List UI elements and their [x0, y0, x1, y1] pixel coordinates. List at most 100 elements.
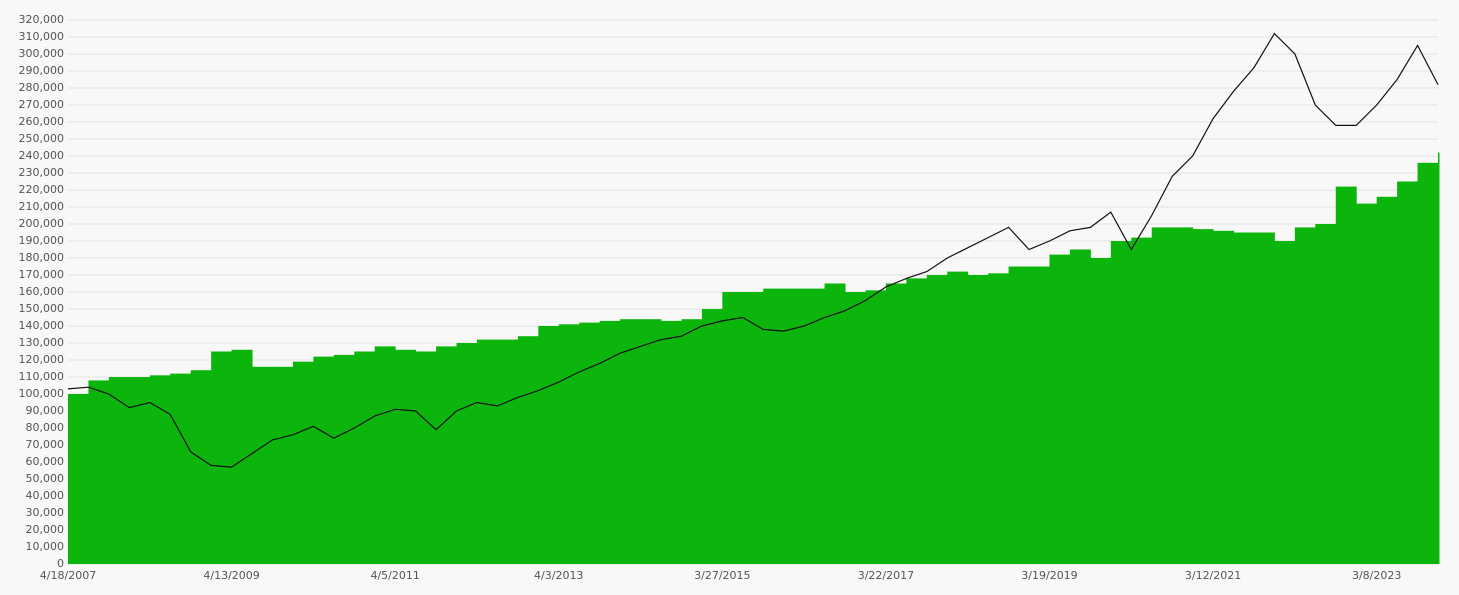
bar — [885, 283, 907, 564]
bar — [640, 319, 662, 564]
x-tick-label: 3/12/2021 — [1185, 569, 1241, 582]
bar — [926, 275, 948, 564]
bar — [763, 288, 785, 564]
bar — [476, 339, 498, 564]
y-tick-label: 220,000 — [19, 183, 65, 196]
y-tick-label: 260,000 — [19, 115, 65, 128]
bar — [211, 351, 233, 564]
bar — [1397, 181, 1419, 564]
y-tick-label: 160,000 — [19, 285, 65, 298]
y-tick-label: 300,000 — [19, 47, 65, 60]
bar — [374, 346, 396, 564]
y-tick-label: 100,000 — [19, 387, 65, 400]
bar — [1049, 254, 1071, 564]
y-tick-label: 40,000 — [26, 489, 65, 502]
bar — [1274, 241, 1296, 564]
bar — [845, 292, 866, 564]
bar — [824, 283, 846, 564]
y-tick-label: 180,000 — [19, 251, 65, 264]
bar — [1110, 241, 1132, 564]
bar — [701, 309, 723, 564]
y-tick-label: 60,000 — [26, 455, 65, 468]
bar — [68, 394, 89, 564]
y-tick-label: 130,000 — [19, 336, 65, 349]
bar — [620, 319, 642, 564]
bar — [1151, 227, 1173, 564]
y-tick-label: 110,000 — [19, 370, 65, 383]
bar — [804, 288, 826, 564]
bar — [660, 320, 682, 564]
bar — [783, 288, 805, 564]
bar — [333, 354, 355, 564]
bar — [272, 366, 294, 564]
bar — [1090, 258, 1112, 564]
bar — [947, 271, 969, 564]
bar — [456, 343, 478, 564]
bar — [1233, 232, 1255, 564]
bar — [1131, 237, 1153, 564]
bar — [722, 292, 744, 564]
line — [67, 32, 1439, 468]
bar — [517, 336, 539, 564]
bar — [681, 319, 703, 564]
y-tick-label: 70,000 — [26, 438, 65, 451]
bar — [1438, 152, 1440, 564]
y-tick-label: 120,000 — [19, 353, 65, 366]
bar — [1192, 229, 1214, 564]
x-tick-label: 3/19/2019 — [1021, 569, 1077, 582]
bar — [1253, 232, 1275, 564]
bar — [1172, 227, 1194, 564]
y-tick-label: 240,000 — [19, 149, 65, 162]
bar — [88, 380, 110, 564]
y-tick-label: 0 — [57, 557, 64, 570]
y-tick-label: 320,000 — [19, 13, 65, 26]
x-tick-label: 4/18/2007 — [40, 569, 96, 582]
bar — [395, 349, 417, 564]
y-tick-label: 150,000 — [19, 302, 65, 315]
bar — [538, 326, 560, 564]
bar — [1356, 203, 1378, 564]
y-tick-label: 200,000 — [19, 217, 65, 230]
bar — [1335, 186, 1357, 564]
bar — [252, 366, 273, 564]
bar — [599, 320, 621, 564]
y-tick-label: 190,000 — [19, 234, 65, 247]
bar — [190, 370, 212, 564]
bar — [742, 292, 764, 564]
bar — [436, 346, 458, 564]
bar — [988, 273, 1010, 564]
y-tick-label: 50,000 — [26, 472, 65, 485]
bar — [170, 373, 192, 564]
x-tick-label: 3/8/2023 — [1352, 569, 1401, 582]
bar — [1008, 266, 1030, 564]
bar — [354, 351, 376, 564]
y-tick-label: 210,000 — [19, 200, 65, 213]
bar — [558, 324, 580, 564]
bar — [1376, 196, 1398, 565]
y-tick-label: 10,000 — [26, 540, 65, 553]
x-tick-label: 4/13/2009 — [203, 569, 259, 582]
bar — [1069, 249, 1091, 564]
x-tick-label: 4/3/2013 — [534, 569, 583, 582]
bar — [967, 275, 989, 564]
bar — [1315, 224, 1337, 564]
bar — [415, 351, 437, 564]
bar — [1213, 230, 1235, 565]
y-tick-label: 140,000 — [19, 319, 65, 332]
bar — [865, 290, 887, 564]
x-tick-label: 3/22/2017 — [858, 569, 914, 582]
y-tick-label: 280,000 — [19, 81, 65, 94]
y-tick-label: 170,000 — [19, 268, 65, 281]
y-tick-label: 20,000 — [26, 523, 65, 536]
bar — [497, 339, 519, 564]
bar — [579, 322, 601, 564]
bar — [129, 377, 151, 564]
bar — [108, 377, 130, 564]
x-tick-label: 4/5/2011 — [370, 569, 419, 582]
y-tick-label: 270,000 — [19, 98, 65, 111]
bar — [231, 349, 253, 564]
bar — [1417, 162, 1439, 565]
bar — [149, 375, 171, 564]
x-tick-label: 3/27/2015 — [694, 569, 750, 582]
